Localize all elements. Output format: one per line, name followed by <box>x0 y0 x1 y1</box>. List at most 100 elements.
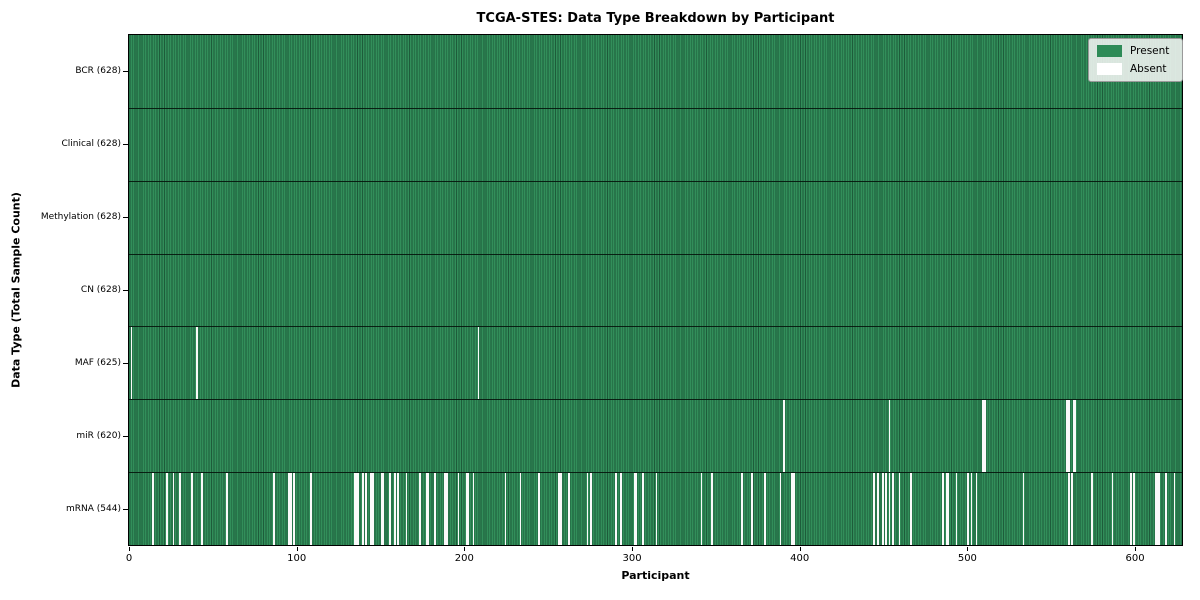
absent-gap-mRNA <box>466 473 470 545</box>
legend-entry-absent: Absent <box>1097 63 1174 75</box>
absent-gap-mRNA <box>1091 473 1094 545</box>
absent-gap-mRNA <box>568 473 570 545</box>
absent-gap-mRNA <box>397 473 399 545</box>
absent-gap-mRNA <box>764 473 767 545</box>
absent-gap-mRNA <box>293 473 295 545</box>
x-tick-label-600: 600 <box>1125 553 1145 564</box>
absent-gap-mRNA <box>910 473 913 545</box>
y-tick-label-MAF: MAF (625) <box>74 357 121 368</box>
x-tick-mark <box>464 547 466 551</box>
absent-gap-mRNA <box>779 473 782 545</box>
y-tick-mark <box>123 362 128 364</box>
legend-label-absent: Absent <box>1130 63 1167 75</box>
absent-gap-MAF <box>196 327 198 400</box>
absent-gap-mRNA <box>970 473 973 545</box>
present-swatch-icon <box>1097 45 1122 57</box>
x-tick-label-0: 0 <box>125 553 133 564</box>
absent-gap-mRNA <box>967 473 970 545</box>
absent-gap-mRNA <box>393 473 396 545</box>
absent-gap-mRNA <box>165 473 168 545</box>
absent-gap-mRNA <box>710 473 713 545</box>
absent-gap-miR <box>782 400 785 473</box>
absent-gap-mRNA <box>1155 473 1161 545</box>
absent-gap-miR <box>1066 400 1070 473</box>
absent-gap-mRNA <box>457 473 460 545</box>
absent-gap-mRNA <box>888 473 891 545</box>
absent-gap-mRNA <box>380 473 384 545</box>
x-tick-label-400: 400 <box>790 553 810 564</box>
y-tick-mark <box>123 71 128 73</box>
absent-gap-mRNA <box>353 473 359 545</box>
absent-gap-mRNA <box>586 473 589 545</box>
absent-gap-mRNA <box>590 473 592 545</box>
absent-gap-mRNA <box>288 473 292 545</box>
absent-gap-mRNA <box>538 473 540 545</box>
absent-gap-mRNA <box>891 473 894 545</box>
chart-title: TCGA-STES: Data Type Breakdown by Partic… <box>476 11 835 26</box>
absent-gap-mRNA <box>1071 473 1073 545</box>
row-separator <box>129 399 1182 401</box>
row-separator <box>129 326 1182 328</box>
absent-gap-mRNA <box>885 473 887 545</box>
absent-gap-mRNA <box>558 473 562 545</box>
row-separator <box>129 180 1182 182</box>
x-tick-label-100: 100 <box>287 553 307 564</box>
x-tick-label-200: 200 <box>454 553 474 564</box>
absent-gap-mRNA <box>615 473 617 545</box>
legend-label-present: Present <box>1130 45 1170 57</box>
x-tick-label-500: 500 <box>957 553 977 564</box>
absent-gap-miR <box>1073 400 1077 473</box>
absent-gap-mRNA <box>226 473 228 545</box>
y-tick-mark <box>123 290 128 291</box>
legend-entry-present: Present <box>1097 45 1174 57</box>
absent-gap-MAF <box>477 327 480 400</box>
absent-gap-mRNA <box>741 473 743 545</box>
absent-gap-mRNA <box>633 473 638 545</box>
absent-gap-mRNA <box>201 473 203 545</box>
x-tick-mark <box>799 547 801 551</box>
row-separator <box>129 253 1182 255</box>
absent-gap-mRNA <box>975 473 978 545</box>
x-tick-mark <box>1135 547 1137 551</box>
absent-gap-miR <box>888 400 891 473</box>
absent-gap-mRNA <box>876 473 879 545</box>
absent-gap-mRNA <box>873 473 876 545</box>
absent-gap-mRNA <box>388 473 391 545</box>
x-tick-mark <box>129 547 130 551</box>
absent-gap-mRNA <box>419 473 421 545</box>
absent-gap-mRNA <box>898 473 901 545</box>
absent-swatch-icon <box>1097 63 1122 75</box>
absent-gap-MAF <box>130 327 133 400</box>
x-tick-mark <box>296 547 298 551</box>
absent-gap-mRNA <box>191 473 193 545</box>
absent-gap-mRNA <box>791 473 795 545</box>
absent-gap-mRNA <box>504 473 507 545</box>
absent-gap-mRNA <box>881 473 884 545</box>
y-tick-label-Methylation: Methylation (628) <box>40 212 121 223</box>
y-tick-mark <box>123 217 128 219</box>
absent-gap-mRNA <box>519 473 522 545</box>
absent-gap-mRNA <box>370 473 374 545</box>
absent-gap-mRNA <box>425 473 430 545</box>
absent-gap-mRNA <box>945 473 949 545</box>
y-tick-mark <box>123 144 128 146</box>
absent-gap-mRNA <box>700 473 703 545</box>
legend: Present Absent <box>1088 38 1183 82</box>
absent-gap-mRNA <box>310 473 312 545</box>
absent-gap-mRNA <box>179 473 181 545</box>
absent-gap-mRNA <box>955 473 958 545</box>
row-separator <box>129 107 1182 109</box>
absent-gap-mRNA <box>1173 473 1176 545</box>
absent-gap-mRNA <box>1022 473 1025 545</box>
y-axis-label: Data Type (Total Sample Count) <box>9 192 23 388</box>
absent-gap-mRNA <box>1130 473 1132 545</box>
absent-gap-miR <box>982 400 986 473</box>
absent-gap-mRNA <box>434 473 436 545</box>
y-tick-label-mRNA: mRNA (544) <box>66 503 121 514</box>
y-tick-label-miR: miR (620) <box>76 430 121 441</box>
absent-gap-mRNA <box>444 473 448 545</box>
y-tick-label-BCR: BCR (628) <box>75 66 121 77</box>
y-tick-mark <box>123 508 128 510</box>
plot-area <box>128 34 1183 546</box>
